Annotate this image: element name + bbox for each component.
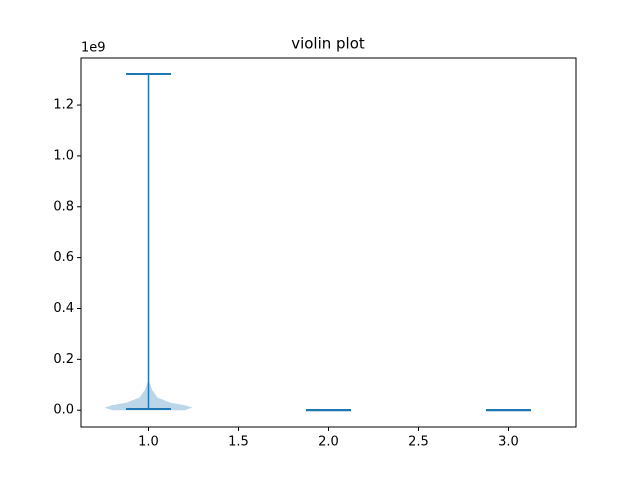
x-tick-label: 3.0 [498, 435, 519, 450]
y-tick-label: 0.8 [53, 199, 74, 214]
x-tick-label: 1.5 [228, 435, 249, 450]
y-tick-label: 0.6 [53, 250, 74, 265]
y-tick-label: 1.2 [53, 98, 74, 113]
x-tick-label: 2.0 [318, 435, 339, 450]
x-tick-label: 1.0 [138, 435, 159, 450]
y-offset-label: 1e9 [81, 41, 106, 56]
chart-title: violin plot [291, 35, 365, 53]
y-tick-label: 0.0 [53, 403, 74, 418]
y-tick-label: 0.2 [53, 352, 74, 367]
x-tick-label: 2.5 [408, 435, 429, 450]
plot-frame [80, 57, 577, 428]
y-tick-label: 1.0 [53, 148, 74, 163]
y-tick-label: 0.4 [53, 301, 74, 316]
